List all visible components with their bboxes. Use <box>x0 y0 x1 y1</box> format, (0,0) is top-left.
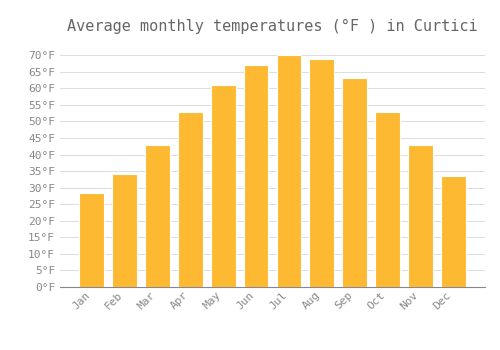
Bar <box>145 145 170 287</box>
Bar <box>244 65 268 287</box>
Bar <box>80 193 104 287</box>
Bar <box>408 145 433 287</box>
Bar <box>376 112 400 287</box>
Bar <box>211 85 236 287</box>
Bar <box>441 176 466 287</box>
Bar <box>310 58 334 287</box>
Bar <box>112 174 137 287</box>
Bar <box>178 112 203 287</box>
Bar <box>276 55 301 287</box>
Bar <box>342 78 367 287</box>
Title: Average monthly temperatures (°F ) in Curtici: Average monthly temperatures (°F ) in Cu… <box>67 19 478 34</box>
